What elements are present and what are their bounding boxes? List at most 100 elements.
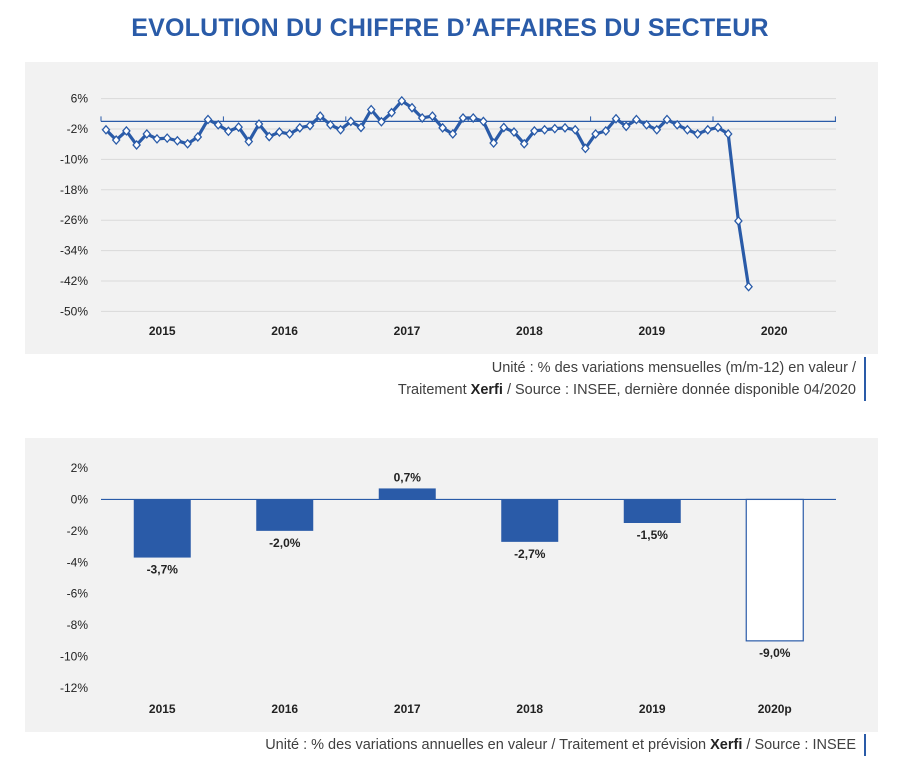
data-point-marker xyxy=(336,124,345,135)
data-point-marker xyxy=(244,136,254,147)
data-point-marker xyxy=(662,114,672,125)
brand-name: Xerfi xyxy=(470,382,503,398)
data-point-marker xyxy=(611,113,621,124)
x-tick-label: 2019 xyxy=(638,324,665,338)
data-point-marker xyxy=(366,104,376,115)
data-point-marker xyxy=(275,127,284,138)
x-tick-label: 2018 xyxy=(516,702,543,716)
top-chart-source-note: Unité : % des variations mensuelles (m/m… xyxy=(398,357,866,401)
bottom-chart-source-note: Unité : % des variations annuelles en va… xyxy=(265,734,866,756)
x-tick-label: 2020 xyxy=(761,324,788,338)
x-tick-label: 2018 xyxy=(516,324,543,338)
data-label: -2,0% xyxy=(269,536,301,550)
series-line xyxy=(104,99,751,287)
data-label: 0,7% xyxy=(394,470,422,484)
data-point-marker xyxy=(295,122,305,133)
data-point-marker xyxy=(377,116,386,127)
data-point-marker xyxy=(111,135,121,146)
data-label: -2,7% xyxy=(514,547,546,561)
data-point-marker xyxy=(438,122,447,133)
data-point-marker xyxy=(224,126,233,137)
data-point-marker xyxy=(254,119,264,130)
data-point-marker xyxy=(458,112,468,123)
data-point-marker xyxy=(326,119,335,130)
bar xyxy=(501,499,559,542)
annual-bar-chart: 2% 0% -2% -4% -6% -8% -10% -12% -3,7% 2015 -2,0% 20… xyxy=(60,461,836,716)
y-tick-label: 0% xyxy=(71,492,89,506)
data-label: -9,0% xyxy=(759,646,791,660)
bottom-chart-panel xyxy=(25,438,878,732)
data-point-marker xyxy=(173,135,182,146)
data-point-marker xyxy=(264,131,274,142)
y-tick-label: -10% xyxy=(60,650,88,664)
data-point-marker xyxy=(387,107,396,118)
data-point-marker xyxy=(101,124,111,135)
data-point-marker xyxy=(285,128,294,139)
bar xyxy=(623,499,681,523)
data-point-marker xyxy=(723,128,733,139)
y-tick-label: -12% xyxy=(60,681,88,695)
data-point-marker xyxy=(683,124,692,135)
data-point-marker xyxy=(744,281,753,292)
y-tick-label: -10% xyxy=(60,152,88,166)
y-tick-label: 6% xyxy=(71,92,89,106)
note-line-2: Traitement Xerfi / Source : INSEE, derni… xyxy=(398,379,856,401)
bar xyxy=(133,499,191,558)
data-point-marker xyxy=(499,122,509,133)
data-point-marker xyxy=(407,102,417,113)
data-point-marker xyxy=(315,111,325,122)
data-point-marker xyxy=(397,95,407,106)
note-text: Traitement xyxy=(397,382,471,398)
y-tick-label: -8% xyxy=(67,618,89,632)
y-tick-label: -6% xyxy=(67,587,89,601)
data-point-marker xyxy=(519,138,529,149)
y-tick-label: -34% xyxy=(60,244,88,258)
y-tick-label: -50% xyxy=(60,304,88,318)
data-point-marker xyxy=(234,122,243,133)
data-point-marker xyxy=(305,120,315,131)
data-point-marker xyxy=(703,124,713,135)
data-point-marker xyxy=(509,127,519,138)
note-text: / Source : INSEE xyxy=(742,737,856,753)
y-tick-label: -18% xyxy=(60,183,88,197)
x-tick-label: 2015 xyxy=(149,324,176,338)
bar xyxy=(745,498,804,642)
data-point-marker xyxy=(713,122,723,133)
x-tick-label: 2020p xyxy=(758,702,792,716)
x-tick-label: 2017 xyxy=(394,702,421,716)
y-tick-label: -4% xyxy=(67,555,89,569)
data-point-marker xyxy=(417,112,427,123)
data-point-marker xyxy=(142,128,152,139)
y-tick-label: -26% xyxy=(60,213,88,227)
data-point-marker xyxy=(550,123,560,134)
data-point-marker xyxy=(183,138,192,149)
note-text: / Source : INSEE, dernière donnée dispon… xyxy=(502,382,856,398)
data-point-marker xyxy=(152,133,162,144)
data-point-marker xyxy=(672,119,682,130)
data-point-marker xyxy=(203,114,213,125)
y-tick-label: -42% xyxy=(60,274,88,288)
data-point-marker xyxy=(570,124,580,135)
data-point-marker xyxy=(489,138,498,149)
x-tick-label: 2016 xyxy=(271,702,298,716)
data-point-marker xyxy=(560,122,570,133)
data-point-marker xyxy=(581,143,590,154)
y-tick-label: -2% xyxy=(67,524,89,538)
data-point-marker xyxy=(356,122,366,133)
data-point-marker xyxy=(346,116,356,127)
data-point-marker xyxy=(652,124,662,135)
note-text: Unité : % des variations annuelles en va… xyxy=(265,737,711,753)
note-line-1: Unité : % des variations mensuelles (m/m… xyxy=(491,360,856,376)
data-point-marker xyxy=(448,128,458,139)
data-point-marker xyxy=(193,131,203,142)
x-tick-label: 2019 xyxy=(639,702,666,716)
x-tick-label: 2016 xyxy=(271,324,298,338)
data-label: -3,7% xyxy=(147,563,179,577)
data-point-marker xyxy=(213,119,223,130)
y-tick-label: -2% xyxy=(67,122,89,136)
data-point-marker xyxy=(642,119,651,130)
data-point-marker xyxy=(468,112,478,123)
data-point-marker xyxy=(632,114,641,125)
data-point-marker xyxy=(591,128,600,139)
